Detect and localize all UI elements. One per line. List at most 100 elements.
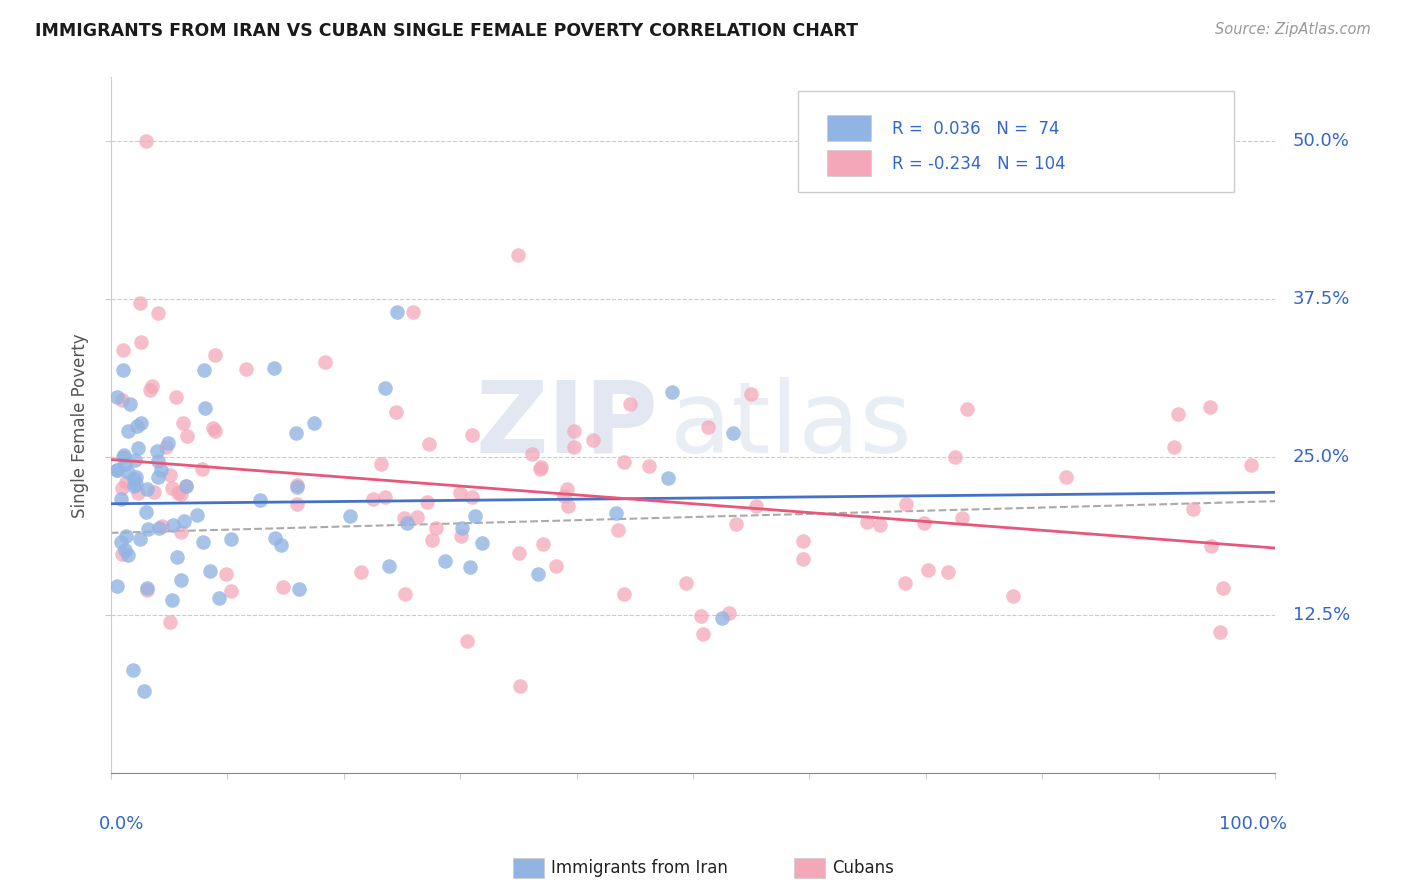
Point [692,627,714,641]
FancyBboxPatch shape [827,115,872,141]
Point [172,417,194,431]
Point [661,384,683,399]
Point [127,441,149,455]
Point [471,535,494,549]
Point [129,532,152,546]
Point [208,591,231,605]
Point [204,348,226,362]
Point [450,529,472,543]
Point [110,534,132,549]
Point [1182,502,1205,516]
Point [302,416,325,430]
Text: R =  0.036   N =  74: R = 0.036 N = 74 [891,120,1060,137]
Y-axis label: Single Female Poverty: Single Female Poverty [72,333,89,517]
Point [148,470,170,484]
Point [235,362,257,376]
Point [115,529,138,543]
Point [166,550,188,565]
Point [114,543,136,558]
Point [170,524,193,539]
Point [529,462,551,476]
Point [449,486,471,500]
Point [176,429,198,443]
Point [193,535,215,549]
Point [146,306,169,320]
Point [675,575,697,590]
Point [456,634,478,648]
Point [122,479,145,493]
Point [613,587,636,601]
Point [1240,458,1263,472]
Point [526,566,548,581]
Point [204,424,226,438]
Point [418,437,440,451]
Point [531,537,554,551]
Point [143,484,166,499]
Point [114,457,136,471]
Point [249,492,271,507]
Point [339,509,361,524]
Point [156,436,179,450]
Point [314,355,336,369]
Point [159,615,181,629]
Point [562,424,585,438]
Point [111,392,134,407]
Point [198,564,221,578]
Point [606,523,628,537]
Point [718,606,741,620]
Point [285,497,308,511]
Point [416,495,439,509]
Point [392,511,415,525]
Point [129,416,152,430]
Point [1209,625,1232,640]
Point [396,516,419,531]
Point [139,383,162,397]
Point [165,390,187,404]
Point [1212,581,1234,595]
Point [117,548,139,562]
Point [162,592,184,607]
Point [114,475,136,489]
Point [111,547,134,561]
Point [194,401,217,416]
Point [146,454,169,468]
Point [458,560,481,574]
Point [193,363,215,377]
Point [162,517,184,532]
Point [370,457,392,471]
Point [711,611,734,625]
Point [221,533,243,547]
Point [135,583,157,598]
Point [112,448,135,462]
Point [117,465,139,479]
Point [174,479,197,493]
Point [869,518,891,533]
Point [555,482,578,496]
Point [461,491,484,505]
Point [740,386,762,401]
Text: 37.5%: 37.5% [1292,290,1350,308]
Point [1199,540,1222,554]
Text: 50.0%: 50.0% [1292,132,1350,150]
Point [374,381,396,395]
Point [127,485,149,500]
Text: atlas: atlas [669,376,911,474]
Point [385,305,408,319]
Point [288,582,311,596]
Point [105,579,128,593]
Point [433,554,456,568]
Text: 0.0%: 0.0% [100,815,145,833]
Point [129,335,152,350]
Point [105,463,128,477]
Point [855,515,877,529]
Point [385,405,408,419]
Point [792,552,814,566]
Point [464,509,486,524]
Point [167,486,190,500]
Point [186,508,208,523]
Point [159,467,181,482]
Text: 100.0%: 100.0% [1219,815,1286,833]
Point [1054,470,1077,484]
Point [263,531,285,545]
Point [725,517,748,532]
